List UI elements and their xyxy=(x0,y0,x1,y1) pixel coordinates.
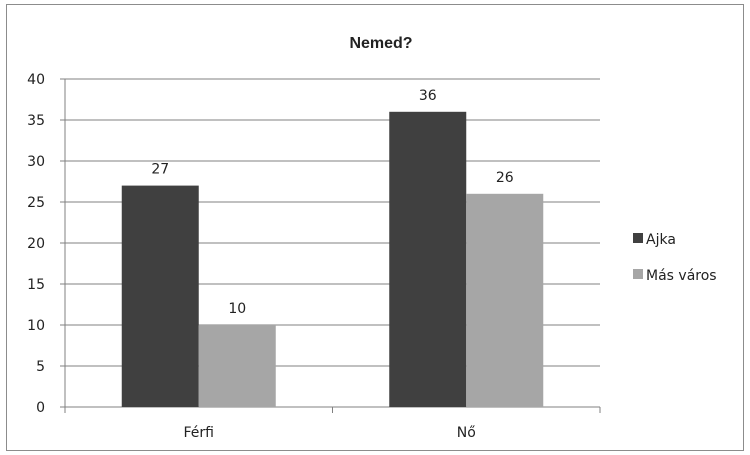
data-label: 10 xyxy=(228,301,246,317)
bar xyxy=(466,193,544,407)
bars xyxy=(121,111,544,408)
y-tick-label: 40 xyxy=(27,72,45,88)
y-tick-label: 25 xyxy=(27,195,45,211)
legend-swatch xyxy=(633,269,643,279)
legend-label: Ajka xyxy=(646,232,676,248)
y-tick-label: 5 xyxy=(36,359,45,375)
x-tick-label: Nő xyxy=(457,425,476,441)
y-tick-label: 20 xyxy=(27,236,45,252)
legend-swatch xyxy=(633,233,643,243)
bar xyxy=(389,111,467,408)
y-tick-label: 10 xyxy=(27,318,45,334)
x-tick-label: Férfi xyxy=(184,425,214,441)
y-tick-label: 35 xyxy=(27,113,45,129)
legend: Ajka Más város xyxy=(633,232,717,284)
bar xyxy=(198,325,276,407)
axes: 0 5 10 15 20 25 30 35 40 Férfi Nő xyxy=(27,72,601,441)
y-tick-label: 30 xyxy=(27,154,45,170)
bar xyxy=(121,185,199,407)
legend-label: Más város xyxy=(646,268,717,284)
data-label: 26 xyxy=(496,170,514,186)
data-labels: 27 10 36 26 xyxy=(151,88,513,317)
chart-title: Nemed? xyxy=(349,35,412,52)
data-label: 36 xyxy=(419,88,437,104)
y-tick-label: 0 xyxy=(36,400,45,416)
data-label: 27 xyxy=(151,162,169,178)
y-tick-label: 15 xyxy=(27,277,45,293)
